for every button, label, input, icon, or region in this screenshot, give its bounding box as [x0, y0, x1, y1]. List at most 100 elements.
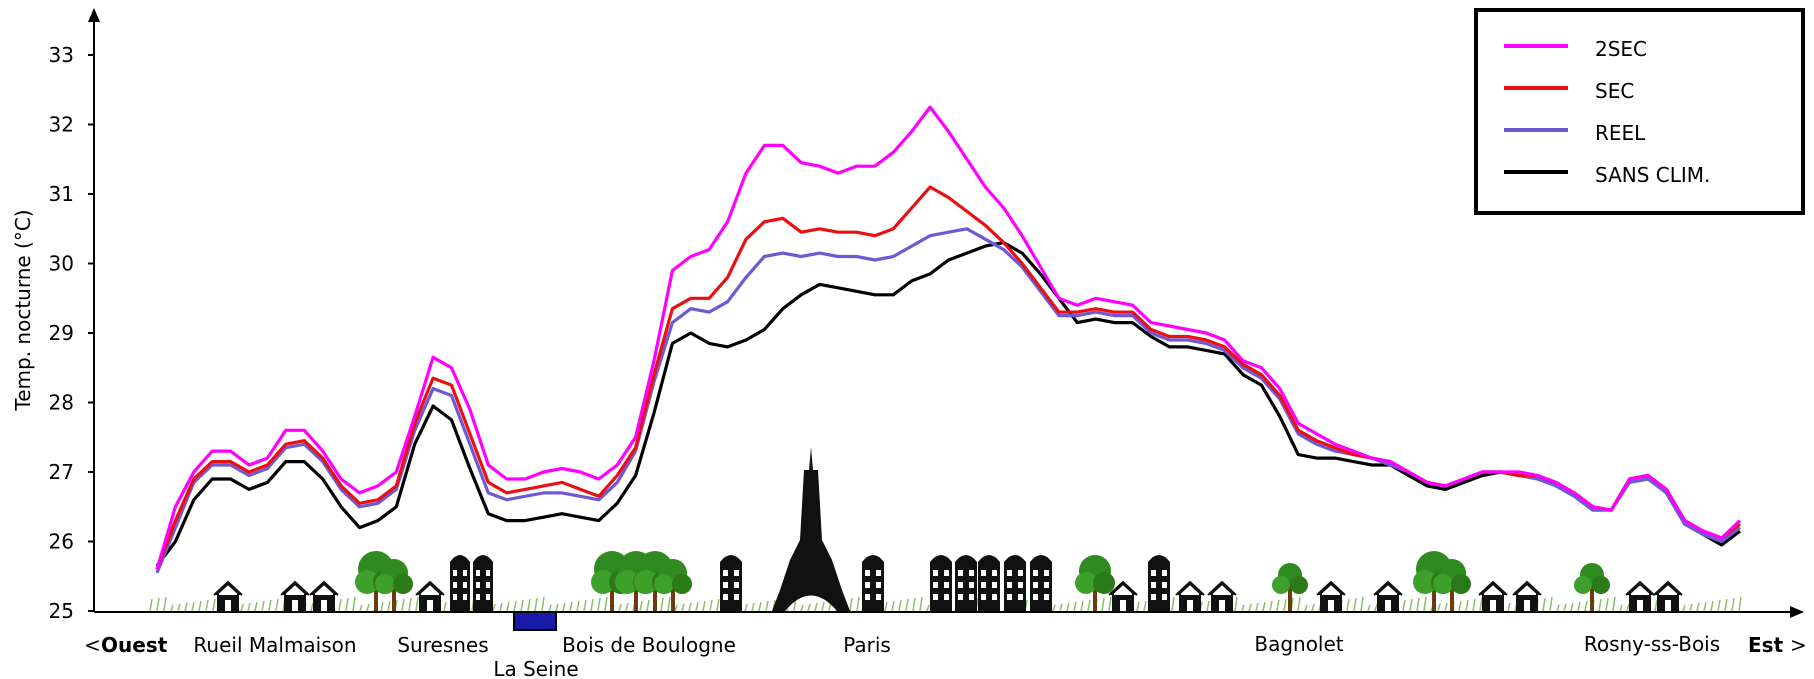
tree-icon: [672, 574, 692, 594]
tree-icon: [1592, 576, 1610, 594]
tree-icon: [1093, 572, 1115, 594]
legend-box: [1474, 8, 1805, 215]
building-window: [476, 582, 480, 588]
house-icon: [415, 580, 445, 612]
house-door: [427, 600, 433, 611]
building-window: [1018, 582, 1023, 588]
house-door: [1637, 600, 1643, 611]
river-marker: [513, 611, 557, 631]
tree-icon: [1290, 576, 1308, 594]
building-window: [723, 570, 728, 576]
y-axis-label: Temp. nocturne (°C): [11, 209, 35, 411]
building-window: [463, 594, 467, 600]
tree-trunk: [1590, 580, 1594, 611]
y-tick-label: 31: [49, 182, 74, 206]
y-tick-label: 25: [49, 599, 74, 623]
building-window: [463, 570, 467, 576]
building-window: [1007, 570, 1012, 576]
tree-trunk: [634, 580, 638, 611]
building-window: [933, 570, 938, 576]
location-labels: < Ouest Rueil Malmaison Suresnes Bois de…: [84, 632, 1807, 679]
y-tick-label: 28: [49, 391, 74, 415]
west-arrow: <: [84, 633, 101, 657]
tree-trunk: [610, 580, 614, 611]
house-door: [1120, 600, 1126, 611]
house-icon: [1373, 580, 1403, 612]
house-icon: [1512, 580, 1542, 612]
axes: [88, 8, 1804, 618]
tree-icon: [1413, 570, 1437, 594]
y-tick-label: 29: [49, 321, 74, 345]
building-window: [1018, 570, 1023, 576]
tree-trunk: [671, 580, 675, 611]
building-window: [876, 570, 881, 576]
tree-icon: [654, 574, 674, 594]
house-door: [1524, 600, 1530, 611]
skyline-decoration: [149, 447, 1742, 631]
tree-icon: [375, 574, 395, 594]
building-window: [992, 582, 997, 588]
house-door: [1219, 600, 1225, 611]
place-label-bois-de-boulogne: Bois de Boulogne: [562, 633, 736, 657]
building-window: [958, 582, 963, 588]
tree-icon: [355, 570, 379, 594]
tree-icon: [615, 570, 639, 594]
building-window: [723, 582, 728, 588]
legend-label: SEC: [1595, 79, 1634, 103]
tree-icon: [1451, 574, 1471, 594]
place-label-bagnolet: Bagnolet: [1254, 632, 1343, 656]
house-door: [1665, 600, 1671, 611]
house-door: [1385, 600, 1391, 611]
place-label-suresnes: Suresnes: [397, 633, 488, 657]
east-label: Est: [1748, 633, 1784, 657]
building-window: [981, 570, 986, 576]
legend-label: 2SEC: [1595, 37, 1647, 61]
building-window: [969, 582, 974, 588]
house-door: [292, 600, 298, 611]
building-window: [1044, 582, 1049, 588]
building-window: [453, 594, 457, 600]
legend-label: REEL: [1595, 121, 1646, 145]
tree-trunk: [1288, 580, 1292, 611]
series-line-sec: [155, 185, 1741, 570]
place-label-rosny-ss-bois: Rosny-ss-Bois: [1584, 632, 1720, 656]
building-window: [1151, 594, 1156, 600]
building-window: [1162, 594, 1167, 600]
building-window: [453, 570, 457, 576]
building-window: [723, 594, 728, 600]
tree-trunk: [1450, 580, 1454, 611]
building-window: [1151, 570, 1156, 576]
building-window: [1033, 570, 1038, 576]
building-window: [734, 594, 739, 600]
river-label-la-seine: La Seine: [493, 657, 578, 679]
building-window: [1007, 594, 1012, 600]
building-window: [1162, 570, 1167, 576]
building-window: [876, 594, 881, 600]
tree-trunk: [653, 580, 657, 611]
building-window: [1162, 582, 1167, 588]
building-window: [486, 594, 490, 600]
house-door: [1187, 600, 1193, 611]
west-label: Ouest: [101, 633, 168, 657]
tree-trunk: [1093, 580, 1097, 611]
building-window: [1033, 594, 1038, 600]
building-window: [944, 570, 949, 576]
building-window: [1044, 594, 1049, 600]
house-icon: [309, 580, 339, 612]
building-window: [476, 594, 480, 600]
house-icon: [1175, 580, 1205, 612]
series-line-2sec: [155, 105, 1742, 570]
building-window: [453, 582, 457, 588]
tree-trunk: [1432, 580, 1436, 611]
tree-icon: [1272, 576, 1290, 594]
building-window: [876, 582, 881, 588]
house-door: [321, 600, 327, 611]
building-window: [933, 582, 938, 588]
tree-icon: [393, 574, 413, 594]
building-window: [1007, 582, 1012, 588]
building-window: [463, 582, 467, 588]
house-icon: [1207, 580, 1237, 612]
house-icon: [1478, 580, 1508, 612]
tree-icon: [1075, 572, 1097, 594]
building-window: [734, 570, 739, 576]
